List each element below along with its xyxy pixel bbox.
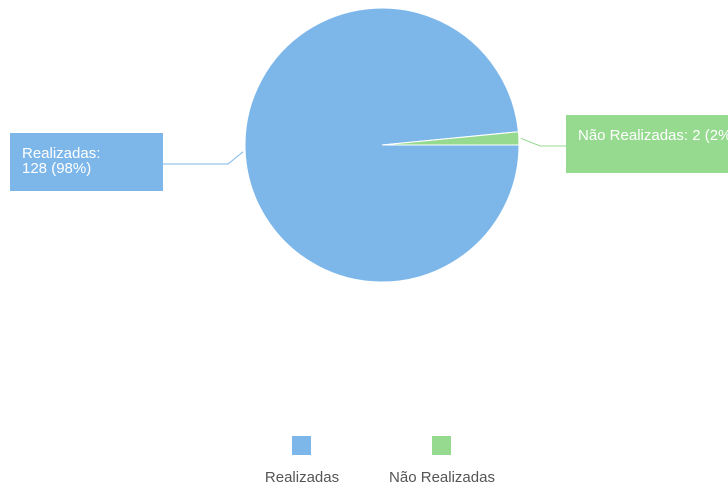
label-connector bbox=[520, 137, 566, 147]
legend-label: Não Realizadas bbox=[389, 469, 495, 486]
legend-label: Realizadas bbox=[265, 469, 339, 486]
label-connector bbox=[163, 151, 244, 165]
data-label: Realizadas: 128 (98%) bbox=[10, 133, 163, 191]
data-label: Não Realizadas: 2 (2%) bbox=[566, 115, 728, 173]
legend-swatch bbox=[292, 436, 311, 455]
legend-swatch bbox=[432, 436, 451, 455]
pie-slice bbox=[381, 131, 520, 146]
